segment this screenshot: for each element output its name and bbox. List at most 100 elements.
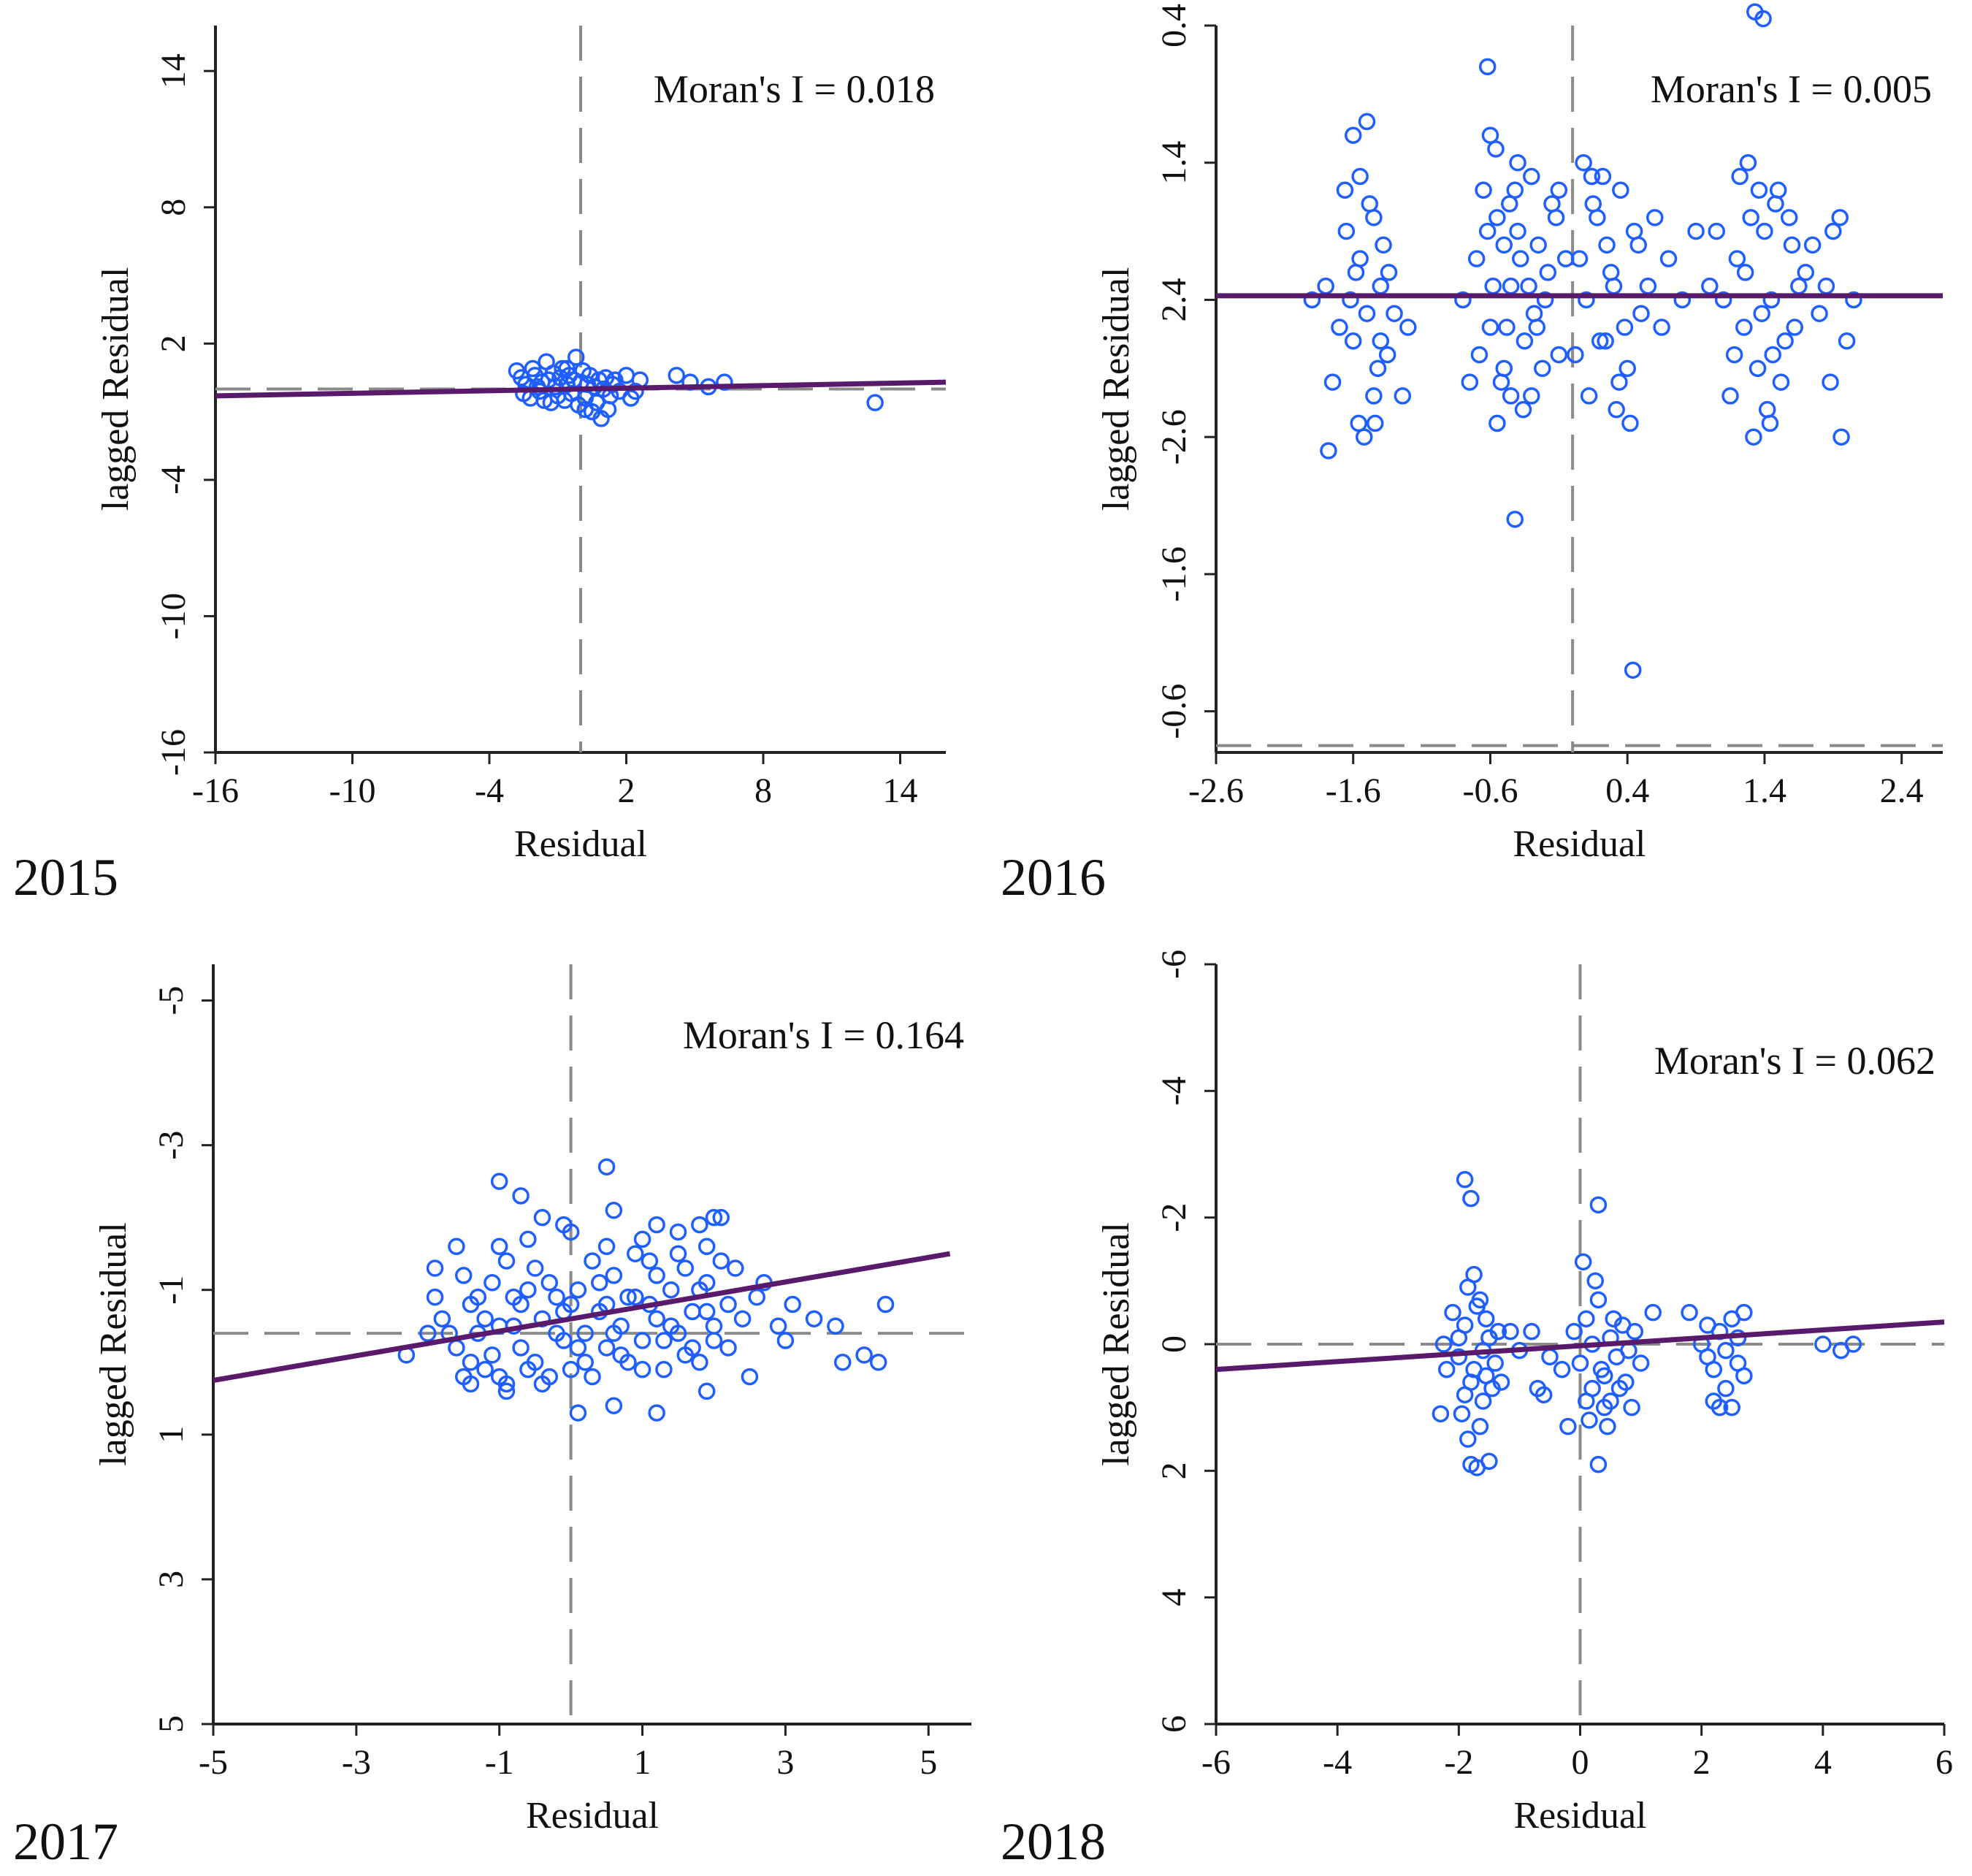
- data-point: [1344, 126, 1362, 144]
- data-point: [1758, 400, 1776, 419]
- data-point: [562, 1295, 580, 1313]
- data-point: [1303, 291, 1321, 309]
- data-point: [1772, 373, 1790, 391]
- data-point: [1731, 167, 1749, 186]
- data-point: [1478, 58, 1497, 76]
- data-point: [1673, 291, 1692, 309]
- data-point: [533, 1208, 551, 1227]
- data-point: [1559, 1417, 1577, 1435]
- data-point: [633, 1332, 651, 1349]
- data-point: [1369, 359, 1387, 378]
- data-point: [712, 1208, 730, 1227]
- data-point: [1543, 195, 1561, 213]
- y-tick-label: 6: [1155, 1715, 1193, 1733]
- data-point: [691, 1216, 708, 1234]
- data-point: [1583, 167, 1601, 186]
- year-label: 2015: [13, 848, 118, 907]
- data-point: [1619, 359, 1636, 378]
- data-point: [1465, 1265, 1483, 1284]
- scatter-panel-2015: -16 -10 -4 2 8 14 -16 -10 -4 2 8 14 Moran's I = 0.01…: [13, 26, 947, 907]
- data-point: [1814, 1335, 1832, 1353]
- data-point: [1380, 264, 1398, 281]
- data-point: [1394, 387, 1412, 405]
- year-label: 2017: [13, 1812, 118, 1871]
- y-tick-label: -1: [152, 1276, 191, 1305]
- data-point: [1797, 264, 1815, 281]
- data-point: [1347, 264, 1365, 281]
- data-point: [1462, 1189, 1480, 1208]
- data-point: [576, 1324, 594, 1342]
- data-point: [497, 1252, 516, 1270]
- data-point: [1471, 1417, 1489, 1435]
- data-point: [698, 1303, 716, 1321]
- data-point: [569, 1281, 587, 1299]
- data-point: [1608, 400, 1625, 419]
- data-point: [1450, 1348, 1468, 1366]
- data-point: [741, 1368, 759, 1386]
- data-point: [605, 1397, 623, 1414]
- data-point: [1356, 428, 1373, 446]
- data-point: [1786, 319, 1803, 336]
- data-point: [1317, 277, 1334, 295]
- data-point: [1749, 359, 1767, 378]
- data-point: [1570, 250, 1589, 267]
- morans-i-annotation: Moran's I = 0.018: [654, 67, 935, 111]
- data-point: [827, 1317, 844, 1335]
- data-point: [1790, 277, 1808, 295]
- data-point: [558, 359, 576, 378]
- data-point: [1475, 181, 1492, 199]
- data-point: [1523, 1322, 1540, 1341]
- data-point: [1502, 277, 1520, 295]
- data-point: [1365, 209, 1383, 226]
- data-point: [1723, 1398, 1740, 1416]
- data-point: [1745, 428, 1762, 446]
- data-point: [1523, 167, 1540, 186]
- data-point: [619, 1288, 637, 1306]
- data-point: [1617, 1373, 1635, 1391]
- data-point: [1621, 414, 1639, 432]
- x-tick-label: -1.6: [1326, 771, 1381, 810]
- x-axis-title: Residual: [514, 823, 647, 865]
- data-point: [1323, 373, 1342, 391]
- data-point: [1711, 1398, 1729, 1416]
- x-tick-label: 6: [1935, 1743, 1953, 1782]
- data-point: [1489, 1322, 1507, 1341]
- data-point: [1597, 332, 1614, 350]
- data-point: [719, 1295, 737, 1313]
- morans-i-annotation: Moran's I = 0.005: [1651, 67, 1932, 111]
- data-point: [1644, 1303, 1662, 1322]
- data-point: [1565, 1322, 1583, 1341]
- data-point: [1753, 305, 1770, 322]
- data-point: [1399, 319, 1417, 336]
- data-point: [641, 1252, 659, 1270]
- data-point: [1539, 264, 1557, 281]
- data-point: [419, 1324, 437, 1342]
- data-point: [1361, 195, 1379, 213]
- data-point: [1495, 359, 1513, 378]
- data-point: [519, 1230, 537, 1248]
- data-point: [805, 1310, 823, 1328]
- data-point: [1480, 1452, 1498, 1471]
- data-point: [1735, 1367, 1753, 1385]
- data-point: [1756, 222, 1773, 240]
- y-tick-label: -5: [152, 986, 191, 1015]
- data-point: [426, 1259, 444, 1277]
- data-point: [1541, 1348, 1559, 1366]
- x-tick-label: -0.6: [1462, 771, 1518, 810]
- data-point: [1434, 1335, 1453, 1353]
- data-point: [1780, 209, 1798, 226]
- data-point: [1351, 167, 1369, 186]
- data-point: [1776, 332, 1794, 350]
- data-point: [1461, 373, 1479, 391]
- y-axis-title: lagged Residual: [1096, 267, 1137, 511]
- data-point: [1484, 277, 1502, 295]
- data-point: [448, 1238, 465, 1256]
- data-point: [627, 1288, 644, 1306]
- data-point: [1486, 1354, 1504, 1372]
- data-point: [1437, 1360, 1456, 1379]
- y-tick-label: 1.4: [1155, 141, 1193, 185]
- data-point: [605, 1202, 623, 1219]
- data-point: [869, 1354, 887, 1371]
- data-point: [1598, 236, 1616, 254]
- data-point: [1687, 222, 1705, 240]
